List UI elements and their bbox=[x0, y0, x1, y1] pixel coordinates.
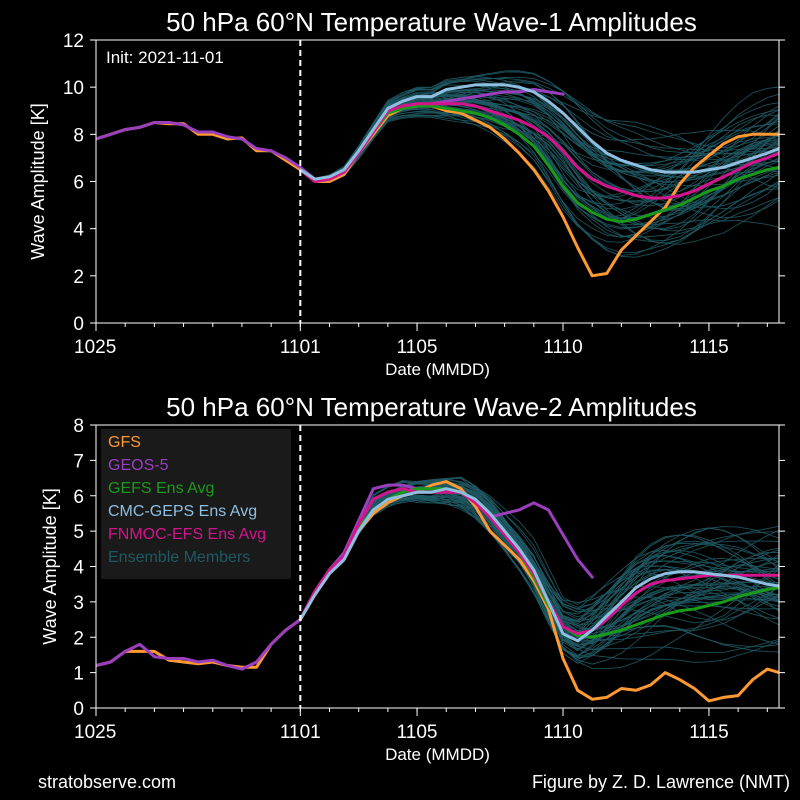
y-tick-label: 5 bbox=[73, 522, 84, 543]
y-tick-label: 8 bbox=[73, 416, 84, 437]
y-tick-label: 0 bbox=[73, 314, 84, 335]
y-tick-label: 4 bbox=[73, 220, 84, 241]
y-axis-label: Wave Amplitude [K] bbox=[40, 488, 60, 644]
y-tick-label: 3 bbox=[73, 593, 84, 614]
series-line-gfs bbox=[96, 480, 779, 703]
legend-entry-ensemble-members: Ensemble Members bbox=[108, 549, 250, 566]
legend: GFS GEOS-5 GEFS Ens Avg CMC-GEPS Ens Avg FNM… bbox=[101, 429, 291, 579]
x-axis-label: Date (MMDD) bbox=[385, 745, 490, 764]
x-tick-label: 1105 bbox=[397, 722, 438, 743]
x-tick-label: 1115 bbox=[689, 337, 728, 358]
init-annotation: Init: 2021-11-01 bbox=[106, 48, 224, 67]
x-tick-label: 1101 bbox=[280, 337, 321, 358]
chart-title: 50 hPa 60°N Temperature Wave-1 Amplitude… bbox=[166, 7, 697, 37]
x-tick-label: 1115 bbox=[689, 722, 728, 743]
legend-entry-geos-5: GEOS-5 bbox=[108, 457, 169, 474]
legend-entry-fnmoc-efs-ens-avg: FNMOC-EFS Ens Avg bbox=[108, 526, 266, 543]
legend-entry-gefs-ens-avg: GEFS Ens Avg bbox=[108, 480, 214, 497]
x-tick-label: 1110 bbox=[543, 722, 582, 743]
y-tick-label: 4 bbox=[73, 558, 84, 579]
y-tick-label: 2 bbox=[73, 628, 84, 649]
wave2-panel: 50 hPa 60°N Temperature Wave-2 Amplitude… bbox=[40, 392, 785, 764]
ensemble-member-line bbox=[300, 114, 779, 242]
axes-frame bbox=[95, 39, 780, 324]
y-tick-label: 6 bbox=[73, 487, 84, 508]
x-tick-label: 1025 bbox=[74, 337, 116, 358]
legend-box bbox=[101, 429, 291, 579]
ensemble-member-line bbox=[299, 477, 779, 620]
x-tick-label: 1101 bbox=[280, 722, 321, 743]
ensemble-member-line bbox=[300, 76, 779, 179]
chart-title: 50 hPa 60°N Temperature Wave-2 Amplitude… bbox=[166, 392, 697, 422]
wave1-panel: 50 hPa 60°N Temperature Wave-1 Amplitude… bbox=[28, 7, 785, 379]
x-tick-label: 1025 bbox=[74, 722, 116, 743]
ensemble-member-line bbox=[300, 115, 779, 258]
y-tick-label: 1 bbox=[73, 664, 84, 685]
y-tick-label: 0 bbox=[73, 699, 84, 720]
y-tick-label: 7 bbox=[73, 451, 84, 472]
series-line-cmc-geps-ens-avg bbox=[298, 487, 779, 643]
footer-right: Figure by Z. D. Lawrence (NMT) bbox=[532, 772, 790, 792]
legend-entry-gfs: GFS bbox=[108, 434, 141, 451]
ensemble-member-line bbox=[300, 95, 779, 182]
y-axis-label: Wave Amplitude [K] bbox=[28, 103, 48, 259]
y-tick-label: 2 bbox=[73, 267, 84, 288]
x-tick-label: 1110 bbox=[543, 337, 582, 358]
x-axis-label: Date (MMDD) bbox=[385, 360, 490, 379]
plot-area bbox=[96, 476, 779, 703]
y-tick-label: 8 bbox=[73, 125, 84, 146]
y-tick-label: 12 bbox=[63, 31, 84, 52]
y-tick-label: 6 bbox=[73, 173, 84, 194]
ensemble-member-line bbox=[300, 116, 779, 229]
plot-area bbox=[96, 70, 779, 278]
legend-entry-cmc-geps-ens-avg: CMC-GEPS Ens Avg bbox=[108, 503, 257, 520]
series-line-cmc-geps-ens-avg bbox=[298, 83, 779, 181]
footer-left: stratobserve.com bbox=[38, 772, 176, 792]
y-tick-label: 10 bbox=[63, 78, 84, 99]
ensemble-members bbox=[300, 70, 779, 258]
x-tick-label: 1105 bbox=[397, 337, 438, 358]
